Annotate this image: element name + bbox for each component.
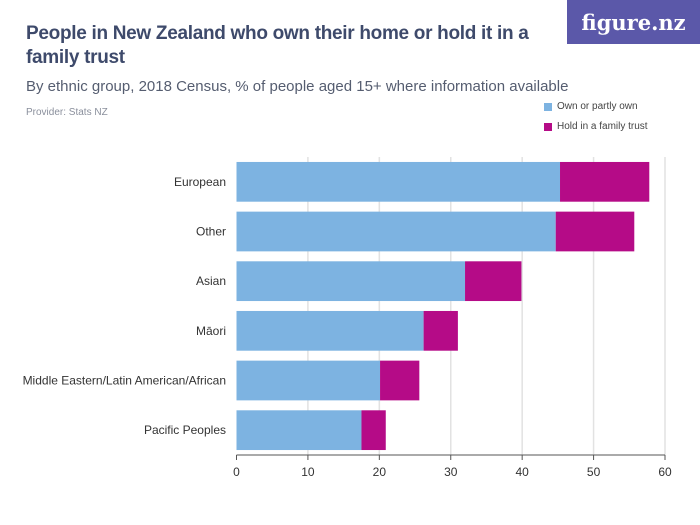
bar-own	[236, 161, 561, 202]
legend-item-own: Own or partly own	[544, 101, 638, 112]
legend-swatch-own	[544, 102, 552, 111]
bar-own	[236, 410, 362, 451]
category-label: Māori	[196, 324, 226, 338]
legend-swatch-trust	[544, 122, 552, 131]
x-tick-label: 10	[301, 465, 315, 479]
bar-own	[236, 211, 556, 252]
x-tick-label: 0	[233, 465, 240, 479]
category-label: Other	[196, 225, 226, 239]
figure-nz-logo[interactable]: figure.nz	[567, 0, 700, 44]
x-tick-label: 60	[658, 465, 672, 479]
bar-trust	[361, 410, 386, 451]
bar-trust	[423, 310, 458, 351]
category-label: Asian	[196, 274, 226, 288]
x-tick-label: 30	[444, 465, 458, 479]
bar-own	[236, 310, 424, 351]
chart-subtitle: By ethnic group, 2018 Census, % of peopl…	[26, 78, 569, 95]
bar-trust	[560, 161, 650, 202]
category-label: Middle Eastern/Latin American/African	[23, 374, 226, 388]
legend-label-trust: Hold in a family trust	[557, 121, 648, 132]
category-label: Pacific Peoples	[144, 423, 226, 437]
category-label: European	[174, 175, 226, 189]
chart-title: People in New Zealand who own their home…	[26, 23, 529, 68]
x-tick-label: 20	[373, 465, 387, 479]
bar-own	[236, 261, 466, 302]
bar-own	[236, 360, 381, 401]
legend-item-trust: Hold in a family trust	[544, 121, 648, 132]
bar-trust	[465, 261, 522, 302]
bar-trust	[555, 211, 635, 252]
x-tick-label: 50	[587, 465, 601, 479]
legend-label-own: Own or partly own	[557, 101, 638, 112]
provider-label: Provider: Stats NZ	[26, 107, 108, 118]
x-tick-label: 40	[515, 465, 529, 479]
bar-trust	[380, 360, 420, 401]
